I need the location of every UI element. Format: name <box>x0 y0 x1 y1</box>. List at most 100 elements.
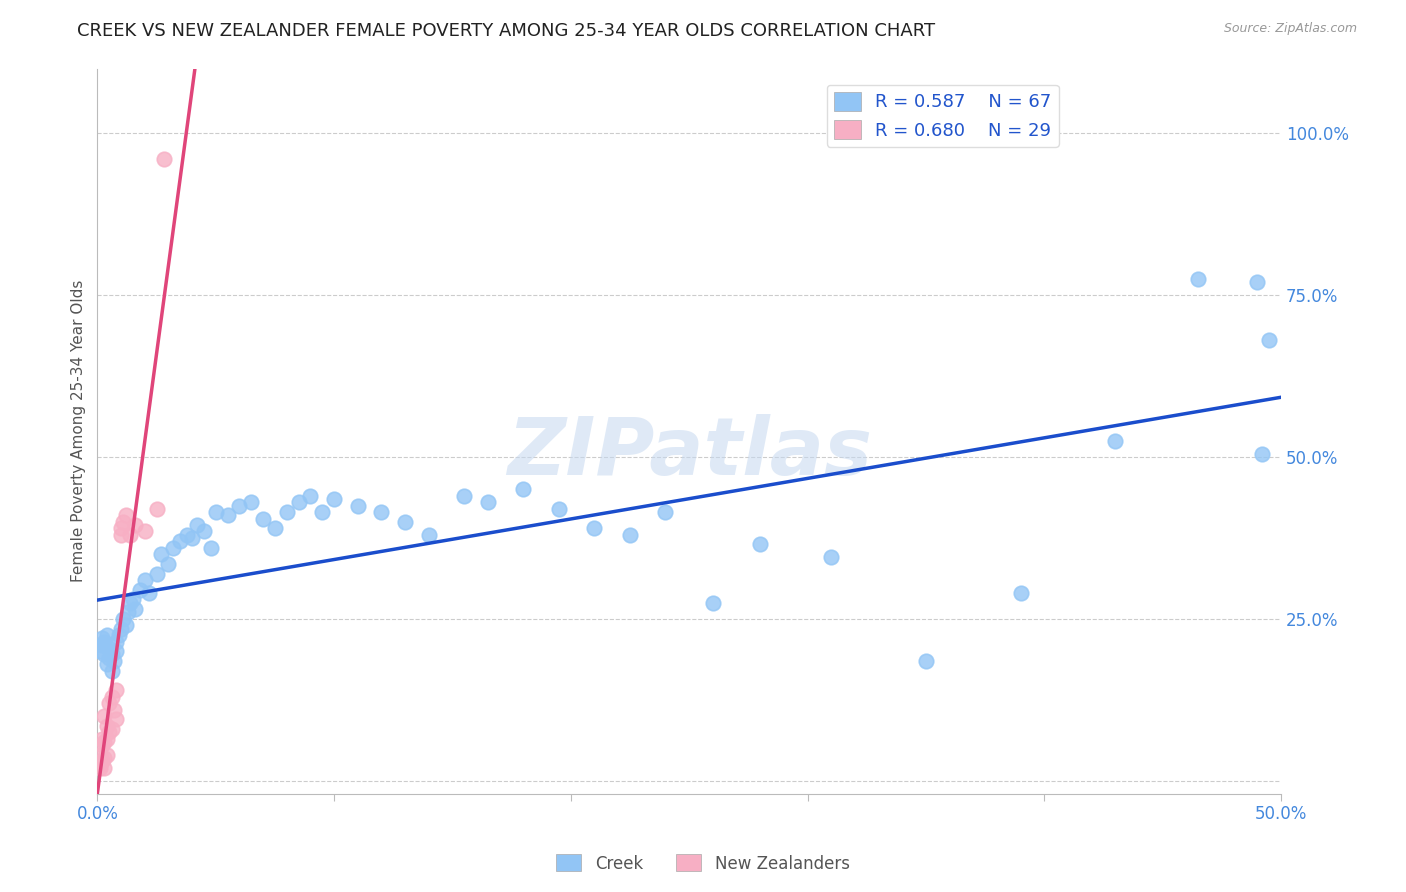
Point <box>915 654 938 668</box>
Point <box>96 747 118 762</box>
Point <box>93 634 115 648</box>
Point <box>91 754 114 768</box>
Point <box>89 761 111 775</box>
Point <box>89 747 111 762</box>
Point <box>311 505 333 519</box>
Legend: R = 0.587    N = 67, R = 0.680    N = 29: R = 0.587 N = 67, R = 0.680 N = 29 <box>827 85 1059 147</box>
Point <box>105 634 128 648</box>
Point <box>100 664 122 678</box>
Point <box>548 501 571 516</box>
Point <box>124 602 146 616</box>
Point <box>107 628 129 642</box>
Point <box>418 527 440 541</box>
Point <box>252 511 274 525</box>
Point <box>145 501 167 516</box>
Text: CREEK VS NEW ZEALANDER FEMALE POVERTY AMONG 25-34 YEAR OLDS CORRELATION CHART: CREEK VS NEW ZEALANDER FEMALE POVERTY AM… <box>77 22 935 40</box>
Point <box>103 702 125 716</box>
Point <box>749 537 772 551</box>
Point <box>98 650 121 665</box>
Text: ZIPatlas: ZIPatlas <box>506 414 872 491</box>
Point <box>1104 434 1126 448</box>
Point <box>134 573 156 587</box>
Point <box>93 751 115 765</box>
Point <box>93 761 115 775</box>
Point <box>110 521 132 535</box>
Point <box>145 566 167 581</box>
Point <box>105 644 128 658</box>
Legend: Creek, New Zealanders: Creek, New Zealanders <box>550 847 856 880</box>
Point <box>105 712 128 726</box>
Point <box>702 596 724 610</box>
Point <box>89 644 111 658</box>
Point <box>112 515 135 529</box>
Y-axis label: Female Poverty Among 25-34 Year Olds: Female Poverty Among 25-34 Year Olds <box>72 280 86 582</box>
Point <box>91 638 114 652</box>
Point <box>91 738 114 752</box>
Point <box>1251 447 1274 461</box>
Point <box>89 757 111 772</box>
Point <box>152 152 174 166</box>
Point <box>240 495 263 509</box>
Point <box>96 731 118 746</box>
Point <box>121 592 143 607</box>
Point <box>93 709 115 723</box>
Point <box>105 683 128 698</box>
Point <box>619 527 641 541</box>
Point <box>453 489 475 503</box>
Point <box>110 622 132 636</box>
Point <box>98 696 121 710</box>
Point <box>287 495 309 509</box>
Point <box>181 531 204 545</box>
Point <box>96 657 118 672</box>
Point <box>110 527 132 541</box>
Point <box>117 606 139 620</box>
Point <box>103 654 125 668</box>
Point <box>477 495 499 509</box>
Point <box>100 690 122 704</box>
Point <box>264 521 287 535</box>
Point <box>204 505 226 519</box>
Point <box>96 628 118 642</box>
Point <box>138 586 160 600</box>
Point <box>370 505 392 519</box>
Point <box>98 725 121 739</box>
Text: Source: ZipAtlas.com: Source: ZipAtlas.com <box>1223 22 1357 36</box>
Point <box>1187 272 1209 286</box>
Point <box>124 518 146 533</box>
Point <box>114 618 136 632</box>
Point <box>150 547 173 561</box>
Point <box>299 489 322 503</box>
Point <box>346 499 368 513</box>
Point <box>98 640 121 655</box>
Point <box>134 524 156 539</box>
Point <box>129 582 152 597</box>
Point <box>157 557 180 571</box>
Point <box>176 527 198 541</box>
Point <box>100 648 122 662</box>
Point <box>120 596 142 610</box>
Point <box>112 612 135 626</box>
Point <box>186 518 208 533</box>
Point <box>96 719 118 733</box>
Point <box>217 508 239 523</box>
Point <box>654 505 676 519</box>
Point <box>93 648 115 662</box>
Point <box>193 524 215 539</box>
Point <box>1258 334 1281 348</box>
Point <box>120 527 142 541</box>
Point <box>93 735 115 749</box>
Point <box>91 731 114 746</box>
Point <box>583 521 606 535</box>
Point <box>162 541 184 555</box>
Point <box>91 632 114 646</box>
Point <box>114 508 136 523</box>
Point <box>228 499 250 513</box>
Point <box>169 534 191 549</box>
Point <box>1246 275 1268 289</box>
Point <box>276 505 298 519</box>
Point <box>200 541 222 555</box>
Point <box>820 550 842 565</box>
Point <box>394 515 416 529</box>
Point <box>1010 586 1032 600</box>
Point <box>512 483 534 497</box>
